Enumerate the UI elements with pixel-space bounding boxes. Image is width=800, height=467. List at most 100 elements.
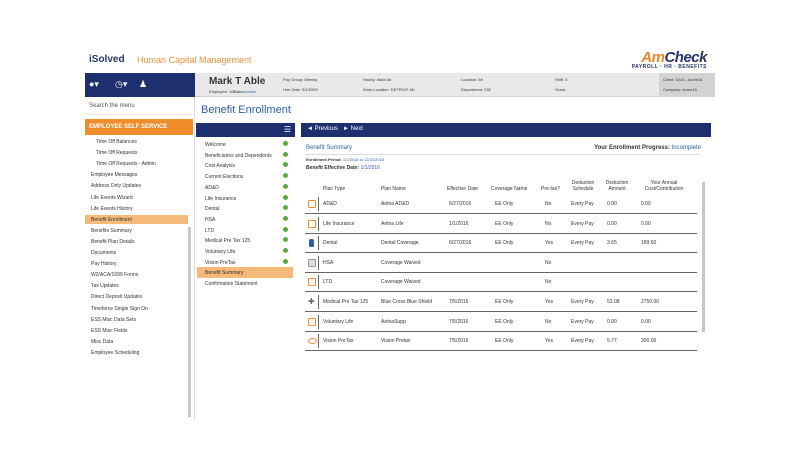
benefit-effective-date: Benefit Effective Date: 1/1/2016 — [306, 165, 380, 171]
sidebar-item[interactable]: Employee Scheduling — [91, 349, 140, 356]
step-label: AD&D — [205, 184, 219, 191]
sidebar: Search the menu EMPLOYEE SELF SERVICE Ti… — [85, 97, 195, 420]
location: Location: MI — [461, 77, 483, 82]
deduction-amount-cell: 3.65 — [607, 240, 617, 247]
hourly-rate: Hourly: ####.## — [363, 77, 392, 82]
step-item[interactable]: Benefit Summary — [197, 267, 293, 279]
step-item[interactable]: Vision PreTax — [197, 257, 293, 268]
sidebar-item[interactable]: Time Off Balances — [96, 139, 137, 145]
sidebar-item[interactable]: Misc Data — [91, 338, 114, 345]
sidebar-item[interactable]: Life Events Wizard — [91, 194, 133, 201]
check-icon — [283, 151, 288, 157]
step-item[interactable]: Cost Analysis — [197, 160, 293, 171]
step-item[interactable]: Medical Pre Tax 125 — [197, 235, 293, 246]
table-row[interactable]: HSA Coverage Waived No — [305, 254, 697, 273]
step-item[interactable]: LTD — [197, 225, 293, 236]
plan-name-cell: Aetna Life — [381, 220, 404, 227]
step-item[interactable]: Welcome — [197, 139, 293, 150]
schedule-cell: Every Pay — [571, 318, 594, 325]
section-employee-self-service[interactable]: EMPLOYEE SELF SERVICE — [85, 119, 193, 135]
sidebar-item[interactable]: ESS Misc Data Sets — [91, 316, 137, 323]
deduction-amount-cell: 0.00 — [607, 318, 617, 325]
row-divider — [318, 255, 319, 270]
divider — [305, 154, 699, 155]
effective-date-cell: 6/27/2016 — [449, 240, 472, 247]
table-row[interactable]: Life Insurance Aetna Life 1/1/2016 EE Only N… — [305, 215, 697, 234]
step-item[interactable]: Confirmation Statement — [197, 278, 293, 289]
sidebar-item[interactable]: Pay History — [91, 261, 117, 268]
col-deduction-schedule: Deduction Schedule — [571, 180, 595, 192]
sidebar-item[interactable]: Life Events History — [91, 205, 133, 212]
row-divider — [318, 314, 319, 329]
plan-name-cell: Aetna AD&D — [381, 201, 410, 207]
isolved-logo: iSolved — [89, 54, 125, 65]
col-plan-name: Plan Name — [381, 186, 406, 192]
sidebar-item[interactable]: ESS Misc Fields — [91, 327, 128, 334]
person-icon[interactable]: ♟ — [139, 79, 148, 89]
sidebar-item[interactable]: Benefit Enrollment — [85, 214, 188, 224]
col-coverage-name: Coverage Name — [491, 186, 528, 192]
hamburger-icon[interactable]: ☰ — [283, 125, 291, 134]
annual-cost-cell: 189.60 — [641, 240, 657, 247]
step-item[interactable]: Beneficiaries and Dependents — [197, 150, 293, 161]
row-divider — [318, 197, 319, 211]
plan-name-cell: Dental Coverage — [381, 240, 419, 247]
client: Client: 1014 - Acme16 — [663, 77, 703, 82]
sidebar-item[interactable]: Benefit Plan Details — [91, 238, 135, 245]
plan-type-cell: Medical Pre Tax 125 — [323, 299, 369, 305]
user-icon[interactable]: ●▾ — [89, 79, 99, 89]
table-row[interactable]: Dental Dental Coverage 6/27/2016 EE Only Yes… — [305, 234, 697, 254]
step-item[interactable]: Current Elections — [197, 171, 293, 182]
employee-id: Employee: 101 — [209, 89, 236, 94]
pay-group: Pay Group: Weekly — [283, 77, 318, 82]
deduction-amount-cell: 53.08 — [607, 299, 620, 305]
step-label: Cost Analysis — [205, 163, 236, 170]
table-row[interactable]: AD&D Aetna AD&D 6/27/2016 EE Only No Every Pa… — [305, 195, 697, 214]
annual-cost-cell: 2750.00 — [641, 299, 660, 305]
schedule-cell: Every Pay — [571, 201, 594, 207]
sidebar-item[interactable]: Time Off Requests — [96, 150, 138, 157]
col-effective-date: Effective Date — [447, 186, 479, 192]
clock-icon[interactable]: ◷▾ — [115, 79, 128, 89]
step-item[interactable]: HSA — [197, 214, 293, 225]
step-item[interactable]: Dental — [197, 203, 293, 214]
table-row[interactable]: Medical Pre Tax 125 Blue Cross Blue Shiel… — [305, 293, 697, 312]
step-item[interactable]: Life Insurance — [197, 193, 293, 204]
step-label: Voluntary Life — [205, 249, 236, 255]
sidebar-item[interactable]: Address Only Updates — [91, 183, 142, 190]
brand-bar: iSolved Human Capital Management AmCheck… — [85, 45, 715, 73]
pretax-cell: Yes — [545, 299, 554, 305]
plan-name-cell: Blue Cross Blue Shield — [381, 299, 433, 305]
sidebar-item[interactable]: Direct Deposit Updates — [91, 294, 143, 301]
effective-date-cell: 7/5/2016 — [449, 318, 469, 325]
step-label: Dental — [205, 206, 220, 213]
step-item[interactable]: AD&D — [197, 182, 293, 193]
step-label: Current Elections — [205, 174, 244, 181]
panel-scrollbar[interactable] — [702, 182, 705, 332]
sidebar-item[interactable]: Tax Updates — [91, 283, 119, 290]
sidebar-item[interactable]: Timeforce Single Sign On — [91, 305, 148, 312]
coverage-cell: EE Only — [495, 240, 514, 247]
sidebar-item[interactable]: Benefits Summary — [91, 227, 132, 234]
sidebar-item[interactable]: Time Off Requests - Admin — [96, 161, 156, 168]
step-item[interactable]: Voluntary Life — [197, 246, 293, 257]
next-button[interactable]: ► Next — [343, 126, 363, 132]
check-icon — [283, 226, 288, 232]
pretax-cell: Yes — [545, 240, 554, 247]
sidebar-item[interactable]: Documents — [91, 250, 117, 256]
step-label: HSA — [205, 216, 216, 223]
plan-type-cell: LTD — [323, 279, 333, 286]
wizard-toolbar: ◄ Previous ► Next — [301, 123, 711, 137]
pretax-cell: Yes — [545, 338, 554, 345]
table-row[interactable]: Vision PreTax Vision Pretax 7/5/2016 EE Onl… — [305, 332, 697, 352]
step-label: Medical Pre Tax 125 — [205, 238, 251, 245]
sidebar-item[interactable]: Employee Messages — [91, 172, 138, 179]
pretax-cell: No — [545, 220, 552, 227]
step-label: Benefit Summary — [205, 270, 244, 277]
previous-button[interactable]: ◄ Previous — [307, 126, 338, 132]
sidebar-scrollbar[interactable] — [188, 227, 191, 417]
table-row[interactable]: Voluntary Life AetnaSupp 7/5/2016 EE Only No… — [305, 313, 697, 332]
sidebar-item[interactable]: W2/ACA/1099 Forms — [91, 272, 139, 279]
table-row[interactable]: LTD Coverage Waived No — [305, 273, 697, 293]
menu-search-input[interactable]: Search the menu — [87, 103, 191, 115]
